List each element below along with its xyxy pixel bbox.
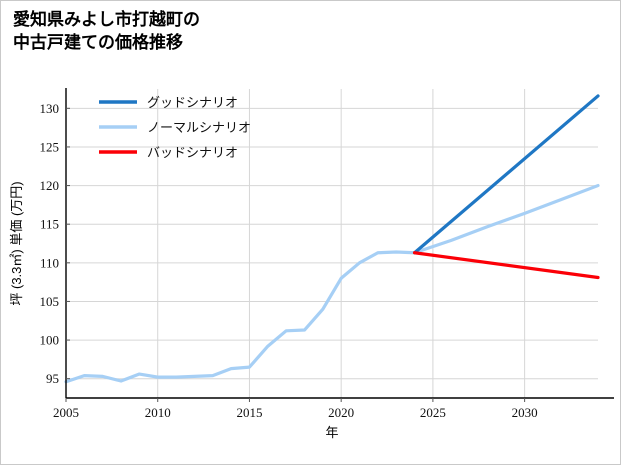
y-tick-label: 125: [40, 139, 60, 154]
series-line-normal: [64, 183, 600, 384]
y-tick-label: 105: [40, 294, 60, 309]
y-tick-label: 95: [46, 371, 59, 386]
y-tick-label: 130: [40, 101, 60, 116]
x-tick-label: 2025: [420, 405, 446, 420]
series-line-good: [412, 94, 600, 255]
x-tick-label: 2015: [236, 405, 262, 420]
legend-label: ノーマルシナリオ: [147, 120, 251, 135]
y-tick-label: 120: [40, 178, 60, 193]
y-tick-label: 115: [40, 217, 59, 232]
legend-label: バッドシナリオ: [147, 145, 238, 160]
x-axis-title: 年: [325, 425, 338, 440]
y-axis-title: 坪 (3.3㎡) 単価 (万円): [9, 181, 24, 305]
y-tick-label: 100: [40, 333, 60, 348]
x-tick-label: 2005: [53, 405, 79, 420]
x-tick-label: 2020: [328, 405, 354, 420]
series-line-bad: [412, 251, 600, 280]
x-tick-label: 2010: [145, 405, 171, 420]
y-tick-label: 110: [40, 255, 59, 270]
page-title: 愛知県みよし市打越町の 中古戸建ての価格推移: [13, 10, 200, 52]
x-tick-label: 2030: [512, 405, 538, 420]
legend-label: グッドシナリオ: [147, 95, 238, 110]
